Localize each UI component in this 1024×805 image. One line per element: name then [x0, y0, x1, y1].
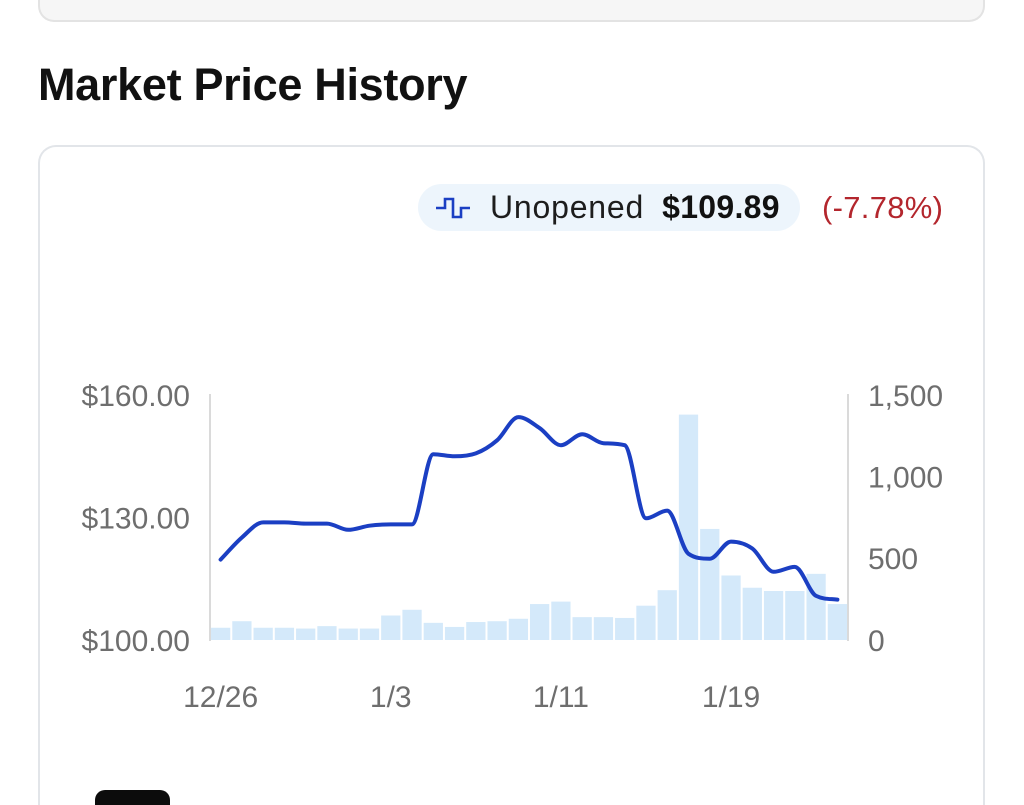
price-point — [813, 593, 819, 599]
previous-card — [38, 0, 985, 22]
price-point — [600, 440, 606, 446]
legend-current-price: $109.89 — [662, 189, 780, 225]
price-point — [452, 453, 458, 459]
price-point — [409, 521, 415, 527]
volume-bar — [572, 617, 592, 640]
volume-bar — [700, 528, 720, 640]
price-point — [664, 508, 670, 514]
volume-bar — [211, 627, 231, 640]
left-axis-tick-label: $160.00 — [82, 380, 190, 413]
price-point — [367, 523, 373, 529]
left-axis-tick-label: $100.00 — [82, 625, 190, 658]
right-axis-tick-label: 1,500 — [868, 380, 943, 413]
price-point — [707, 556, 713, 562]
volume-bar — [253, 627, 273, 640]
price-history-card: $160.00 $130.00 $100.00 1,500 1,000 500 0 12/… — [38, 145, 985, 805]
price-point — [303, 521, 309, 527]
x-axis-ticks: 12/26 1/3 1/11 1/19 — [183, 681, 760, 714]
volume-bar — [402, 609, 422, 640]
price-point — [218, 557, 224, 563]
price-line — [218, 415, 840, 602]
step-line-icon — [436, 196, 470, 220]
price-point — [834, 597, 840, 603]
price-point — [515, 414, 521, 420]
volume-bar — [338, 628, 358, 640]
price-point — [643, 515, 649, 521]
volume-bar — [444, 626, 465, 640]
volume-bar — [466, 622, 486, 640]
price-point — [579, 431, 585, 437]
price-points — [218, 414, 841, 603]
price-point — [281, 519, 287, 525]
volume-bar — [530, 604, 550, 640]
price-point — [771, 569, 777, 575]
price-point — [728, 539, 734, 545]
price-point — [324, 521, 330, 527]
x-axis-tick-label: 1/3 — [370, 681, 412, 714]
volume-bar — [593, 617, 614, 640]
volume-bar — [785, 591, 805, 640]
partial-thumbnail — [95, 790, 170, 805]
right-axis-tick-label: 500 — [868, 543, 918, 576]
volume-bar — [551, 601, 571, 640]
price-point — [622, 442, 628, 448]
volume-bar — [508, 618, 528, 640]
price-point — [388, 521, 394, 527]
price-point — [239, 535, 245, 541]
volume-bar — [827, 604, 847, 640]
price-point — [345, 527, 351, 533]
price-point — [792, 564, 798, 570]
price-point — [686, 551, 692, 557]
price-history-chart[interactable]: $160.00 $130.00 $100.00 1,500 1,000 500 0 12/… — [40, 370, 983, 730]
section-title: Market Price History — [38, 59, 468, 110]
x-axis-tick-label: 1/11 — [533, 681, 589, 714]
price-point — [537, 425, 543, 431]
volume-bar — [678, 414, 699, 640]
right-axis-tick-label: 1,000 — [868, 461, 943, 494]
x-axis-tick-label: 1/19 — [702, 681, 760, 714]
price-point — [473, 450, 479, 456]
price-point — [749, 546, 755, 552]
x-axis-tick-label: 12/26 — [183, 681, 258, 714]
volume-bars — [211, 414, 847, 640]
legend-label: Unopened — [490, 189, 645, 225]
price-point — [430, 451, 436, 457]
right-axis-tick-label: 0 — [868, 625, 885, 658]
legend-unopened-toggle[interactable]: Unopened $109.89 — [418, 184, 800, 231]
volume-bar — [423, 622, 443, 640]
volume-bar — [763, 591, 784, 640]
volume-bar — [721, 575, 741, 640]
volume-bar — [487, 621, 507, 640]
volume-bar — [317, 626, 337, 640]
volume-bar — [296, 628, 316, 640]
volume-bar — [657, 590, 677, 640]
volume-bar — [232, 621, 252, 640]
volume-bar — [359, 628, 380, 640]
price-change-percent: (-7.78%) — [822, 190, 944, 225]
volume-bar — [615, 617, 635, 640]
volume-bar — [274, 627, 295, 640]
price-point — [558, 442, 564, 448]
right-axis-ticks: 1,500 1,000 500 0 — [868, 380, 943, 658]
volume-bar — [381, 615, 401, 640]
left-axis-tick-label: $130.00 — [82, 502, 190, 535]
volume-bar — [636, 605, 656, 640]
price-point — [494, 437, 500, 443]
left-axis-ticks: $160.00 $130.00 $100.00 — [82, 380, 190, 658]
price-point — [260, 519, 266, 525]
volume-bar — [742, 587, 762, 640]
